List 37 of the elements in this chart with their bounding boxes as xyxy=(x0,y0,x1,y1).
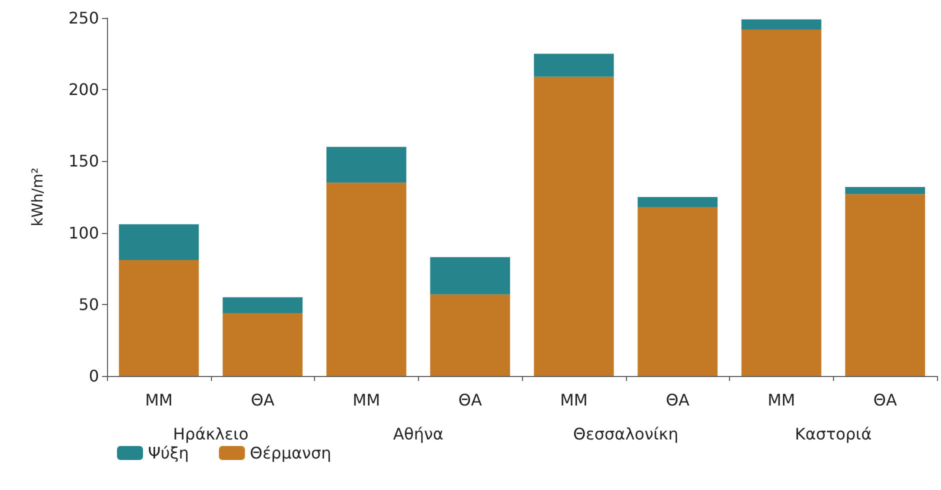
bar xyxy=(845,194,926,376)
bar xyxy=(638,207,718,376)
legend-label: Ψύξη xyxy=(148,444,189,462)
text: Καστοριά xyxy=(794,424,872,444)
x-tick-label: ΘΑ xyxy=(458,390,482,410)
y-tick-label: 150 xyxy=(68,152,99,171)
y-axis-title: kWh/m² xyxy=(28,168,46,226)
bar xyxy=(741,29,822,376)
x-tick-label: ΘΑ xyxy=(873,390,897,410)
bar xyxy=(222,297,303,313)
bar xyxy=(326,182,406,376)
x-tick-label: ΜΜ xyxy=(768,390,796,410)
bar xyxy=(638,197,718,208)
y-tick-label: 200 xyxy=(68,80,99,100)
text: Αθήνα xyxy=(393,424,444,444)
bar xyxy=(741,19,822,30)
legend-label: Θέρμανση xyxy=(250,444,332,462)
y-tick-label: 50 xyxy=(78,294,99,314)
x-tick-label: ΘΑ xyxy=(250,390,274,410)
bar xyxy=(326,146,406,183)
bar xyxy=(430,257,510,294)
y-tick-label: 250 xyxy=(68,8,99,28)
bar xyxy=(118,224,199,260)
x-tick-label: ΘΑ xyxy=(666,390,690,410)
x-tick-label: ΜΜ xyxy=(145,390,173,410)
bar xyxy=(430,294,510,376)
bar xyxy=(534,76,614,376)
bar xyxy=(222,312,303,376)
y-tick-label: 0 xyxy=(88,366,99,386)
x-tick-label: ΜΜ xyxy=(352,390,380,410)
bar xyxy=(118,260,199,376)
y-tick-label: 100 xyxy=(68,223,99,242)
x-tick-label: ΜΜ xyxy=(560,390,588,410)
text: Θεσσαλονίκη xyxy=(573,424,678,444)
text: Ηράκλειο xyxy=(173,424,248,444)
bar xyxy=(845,186,926,194)
bar xyxy=(534,54,614,77)
